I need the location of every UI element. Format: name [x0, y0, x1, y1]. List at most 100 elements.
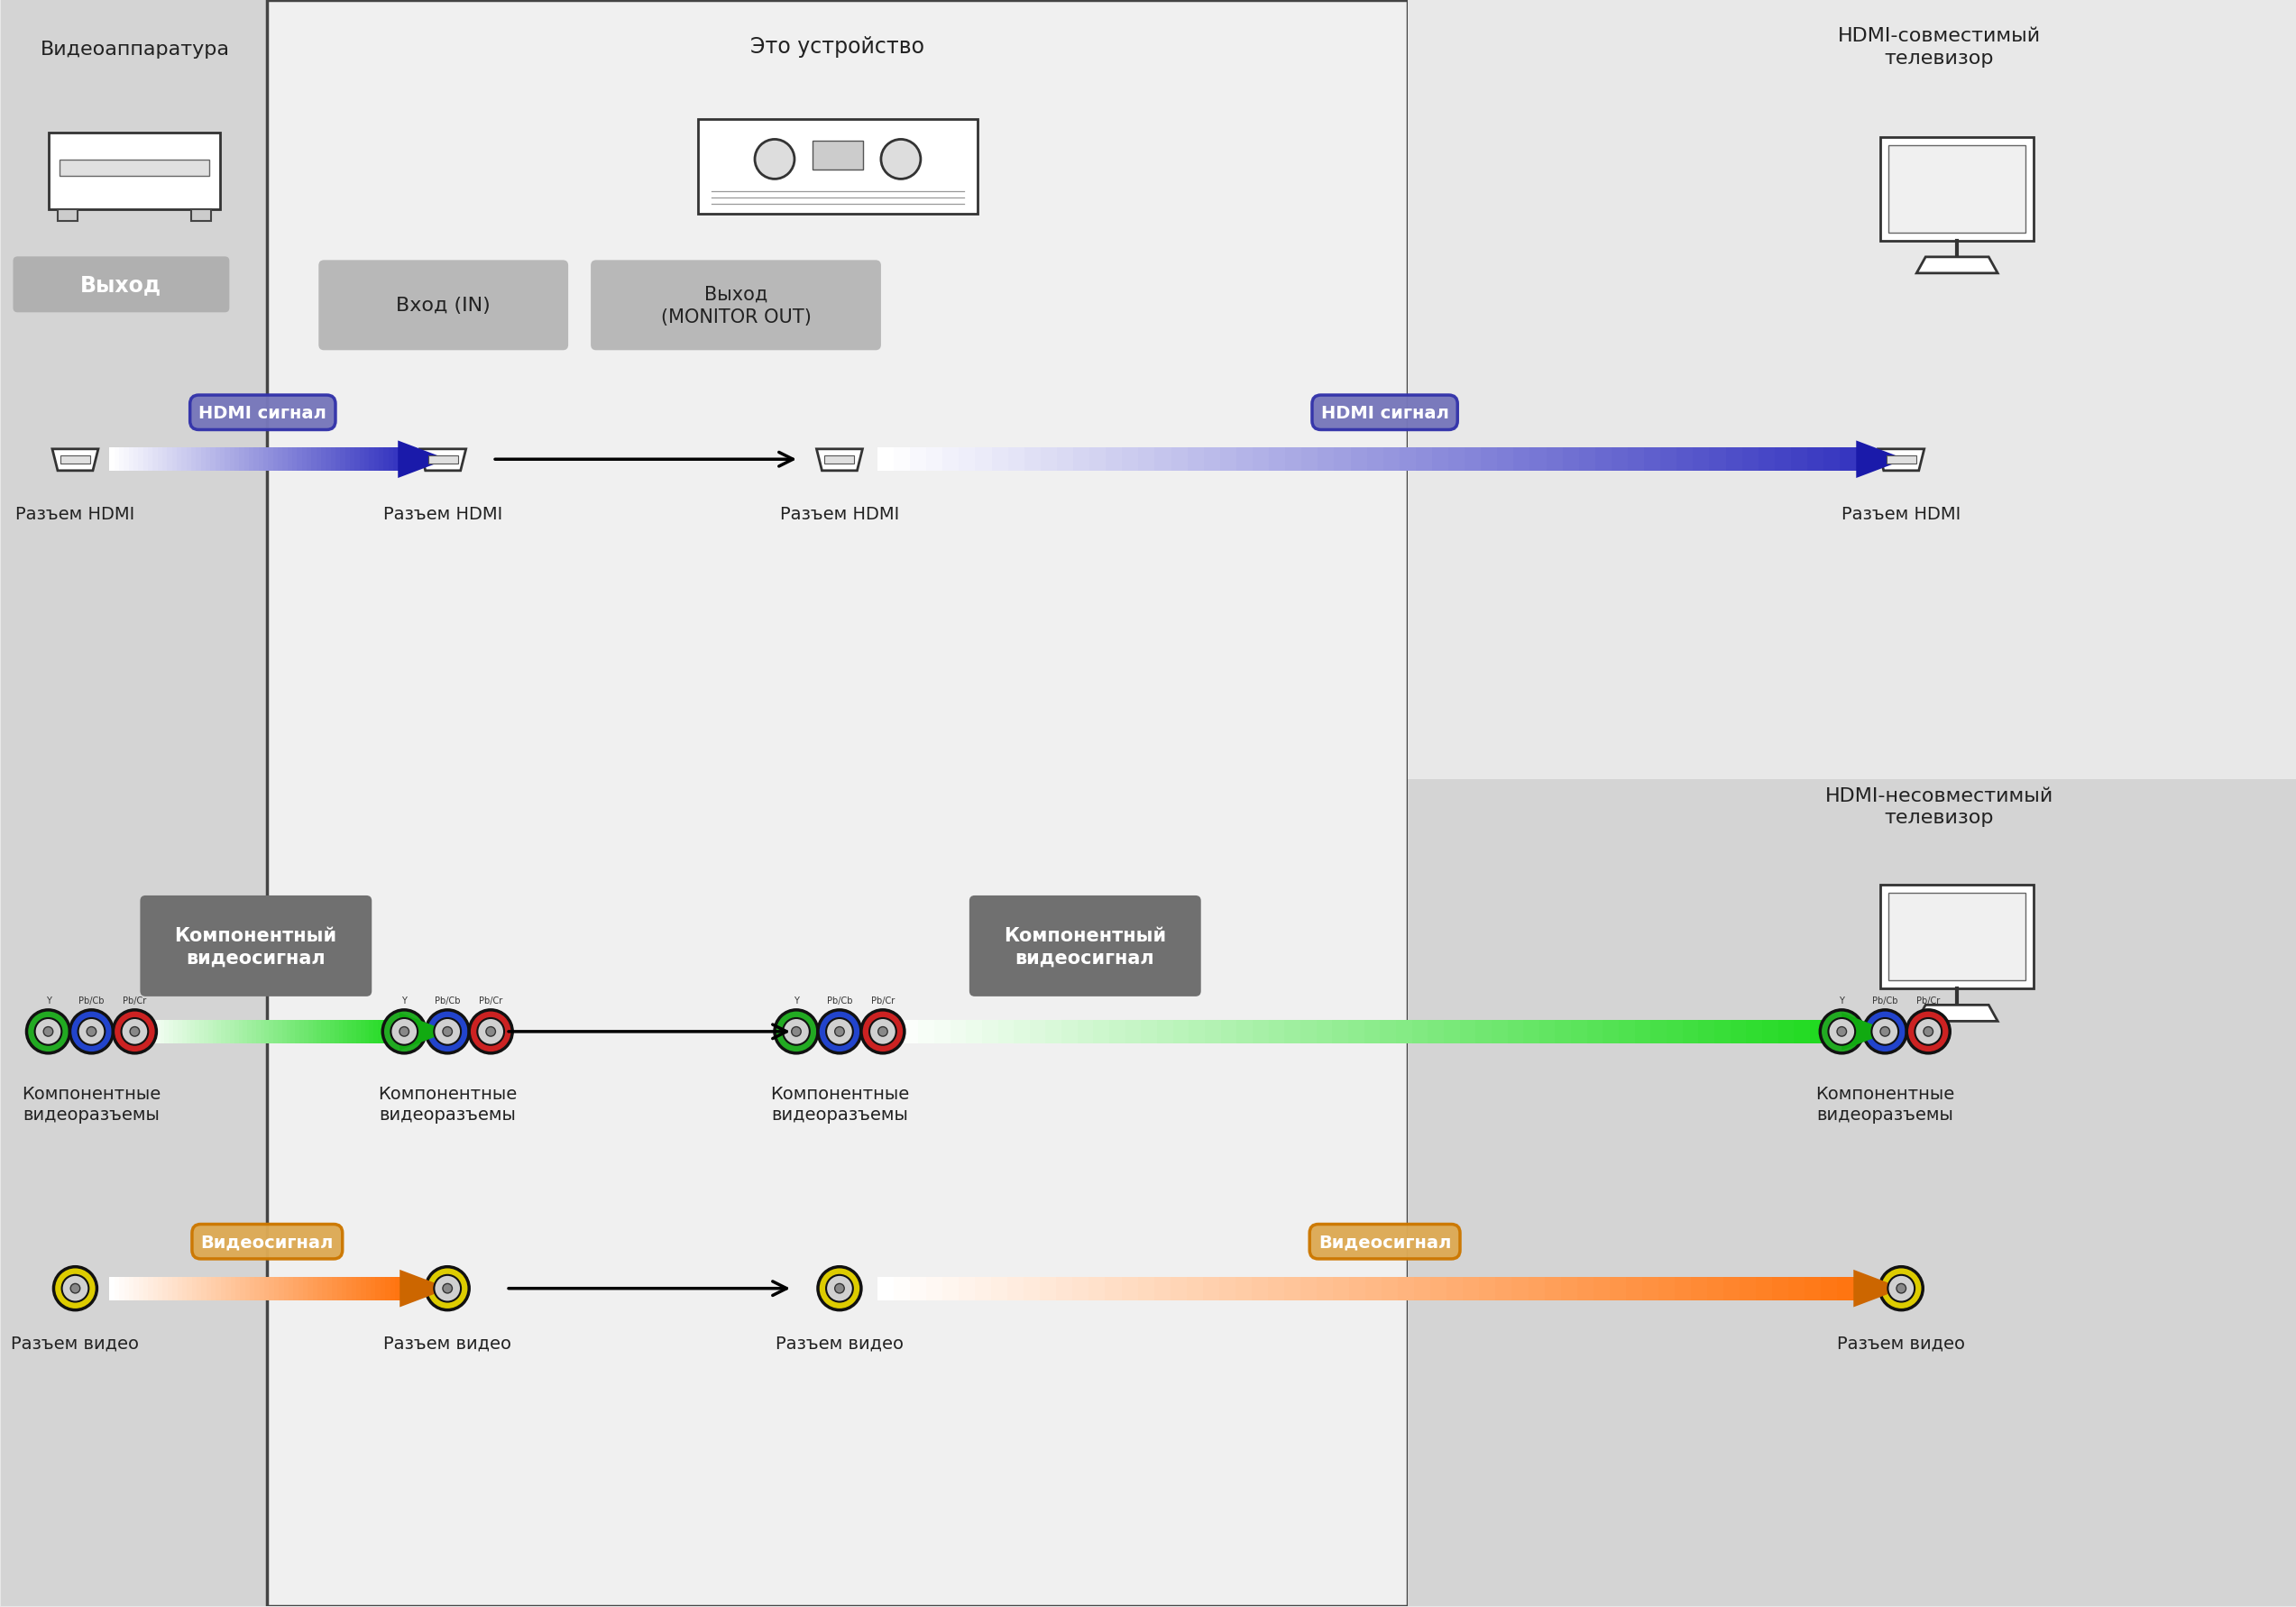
- FancyBboxPatch shape: [119, 448, 124, 471]
- Polygon shape: [1855, 442, 1906, 479]
- Circle shape: [792, 1027, 801, 1037]
- FancyBboxPatch shape: [1088, 1278, 1107, 1300]
- Circle shape: [400, 1027, 409, 1037]
- Text: Y: Y: [402, 996, 406, 1004]
- FancyBboxPatch shape: [181, 1020, 188, 1043]
- Circle shape: [443, 1284, 452, 1294]
- FancyBboxPatch shape: [202, 1278, 207, 1300]
- FancyBboxPatch shape: [969, 895, 1201, 996]
- FancyBboxPatch shape: [1334, 448, 1352, 471]
- Circle shape: [783, 1019, 810, 1045]
- FancyBboxPatch shape: [207, 448, 211, 471]
- FancyBboxPatch shape: [1008, 448, 1024, 471]
- Circle shape: [1828, 1019, 1855, 1045]
- Polygon shape: [420, 450, 466, 471]
- FancyBboxPatch shape: [1205, 1020, 1221, 1043]
- Text: Компонентные
видеоразъемы: Компонентные видеоразъемы: [1816, 1085, 1954, 1123]
- FancyBboxPatch shape: [207, 1278, 211, 1300]
- FancyBboxPatch shape: [1251, 1278, 1270, 1300]
- FancyBboxPatch shape: [1077, 1020, 1095, 1043]
- FancyBboxPatch shape: [1529, 1278, 1545, 1300]
- Text: Y: Y: [794, 996, 799, 1004]
- Text: Выход
(MONITOR OUT): Выход (MONITOR OUT): [661, 286, 810, 326]
- FancyBboxPatch shape: [1300, 1020, 1318, 1043]
- Text: Pb/Cb: Pb/Cb: [78, 996, 103, 1004]
- Text: Y: Y: [1839, 996, 1844, 1004]
- Polygon shape: [1917, 1006, 1998, 1022]
- FancyBboxPatch shape: [294, 1278, 298, 1300]
- FancyBboxPatch shape: [992, 1278, 1008, 1300]
- FancyBboxPatch shape: [1609, 1278, 1626, 1300]
- FancyBboxPatch shape: [181, 448, 188, 471]
- Circle shape: [1880, 1027, 1890, 1037]
- Circle shape: [1887, 1276, 1915, 1302]
- Circle shape: [827, 1276, 852, 1302]
- FancyBboxPatch shape: [266, 0, 1407, 1607]
- FancyBboxPatch shape: [129, 1278, 135, 1300]
- FancyBboxPatch shape: [918, 1020, 934, 1043]
- Circle shape: [1896, 1284, 1906, 1294]
- FancyBboxPatch shape: [172, 1278, 179, 1300]
- FancyBboxPatch shape: [1219, 1278, 1235, 1300]
- FancyBboxPatch shape: [1564, 448, 1580, 471]
- FancyBboxPatch shape: [1660, 448, 1678, 471]
- FancyBboxPatch shape: [165, 1020, 170, 1043]
- FancyBboxPatch shape: [142, 1020, 147, 1043]
- FancyBboxPatch shape: [1690, 1278, 1708, 1300]
- FancyBboxPatch shape: [191, 1020, 195, 1043]
- FancyBboxPatch shape: [1577, 1278, 1593, 1300]
- FancyBboxPatch shape: [285, 1278, 289, 1300]
- FancyBboxPatch shape: [1497, 448, 1515, 471]
- FancyBboxPatch shape: [1825, 1020, 1844, 1043]
- FancyBboxPatch shape: [216, 1020, 223, 1043]
- FancyBboxPatch shape: [269, 1278, 276, 1300]
- FancyBboxPatch shape: [1740, 1278, 1756, 1300]
- Polygon shape: [1853, 1270, 1903, 1308]
- FancyBboxPatch shape: [1651, 1020, 1667, 1043]
- FancyBboxPatch shape: [1380, 1020, 1396, 1043]
- FancyBboxPatch shape: [264, 448, 269, 471]
- FancyBboxPatch shape: [303, 1020, 310, 1043]
- FancyBboxPatch shape: [186, 448, 193, 471]
- FancyBboxPatch shape: [934, 1020, 951, 1043]
- FancyBboxPatch shape: [225, 1278, 232, 1300]
- FancyBboxPatch shape: [349, 448, 356, 471]
- FancyBboxPatch shape: [158, 1278, 163, 1300]
- FancyBboxPatch shape: [1348, 1020, 1366, 1043]
- Circle shape: [817, 1266, 861, 1310]
- Text: Разъем HDMI: Разъем HDMI: [781, 505, 900, 522]
- Circle shape: [877, 1027, 889, 1037]
- FancyBboxPatch shape: [1334, 1278, 1350, 1300]
- Text: Видеосигнал: Видеосигнал: [1318, 1233, 1451, 1250]
- FancyBboxPatch shape: [209, 1020, 214, 1043]
- Circle shape: [113, 1011, 156, 1054]
- Circle shape: [443, 1027, 452, 1037]
- FancyBboxPatch shape: [351, 1278, 358, 1300]
- FancyBboxPatch shape: [1658, 1278, 1676, 1300]
- FancyBboxPatch shape: [142, 448, 149, 471]
- Circle shape: [390, 1019, 418, 1045]
- FancyBboxPatch shape: [163, 448, 168, 471]
- FancyBboxPatch shape: [230, 448, 236, 471]
- FancyBboxPatch shape: [1554, 1020, 1573, 1043]
- FancyBboxPatch shape: [243, 1020, 248, 1043]
- FancyBboxPatch shape: [255, 1020, 262, 1043]
- FancyBboxPatch shape: [370, 448, 374, 471]
- FancyBboxPatch shape: [1283, 1020, 1302, 1043]
- FancyBboxPatch shape: [1479, 1278, 1497, 1300]
- FancyBboxPatch shape: [115, 1278, 119, 1300]
- FancyBboxPatch shape: [1318, 448, 1334, 471]
- FancyBboxPatch shape: [234, 1278, 241, 1300]
- FancyBboxPatch shape: [1396, 1020, 1412, 1043]
- FancyBboxPatch shape: [191, 448, 197, 471]
- FancyBboxPatch shape: [1093, 1020, 1111, 1043]
- FancyBboxPatch shape: [158, 448, 163, 471]
- FancyBboxPatch shape: [278, 1278, 285, 1300]
- FancyBboxPatch shape: [1545, 1278, 1561, 1300]
- FancyBboxPatch shape: [177, 448, 181, 471]
- FancyBboxPatch shape: [1091, 448, 1107, 471]
- FancyBboxPatch shape: [1481, 448, 1499, 471]
- FancyBboxPatch shape: [1476, 1020, 1492, 1043]
- FancyBboxPatch shape: [1254, 1020, 1270, 1043]
- FancyBboxPatch shape: [259, 1020, 266, 1043]
